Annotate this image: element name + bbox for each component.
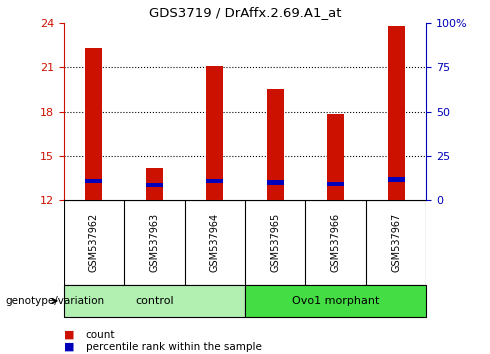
Bar (146, 183, 163, 188)
Bar (388, 177, 405, 182)
Bar (85, 48, 102, 200)
Bar (267, 89, 284, 200)
Text: ■: ■ (64, 342, 74, 352)
Bar (206, 179, 223, 183)
Text: GSM537967: GSM537967 (391, 213, 401, 272)
Text: control: control (135, 296, 173, 306)
Text: percentile rank within the sample: percentile rank within the sample (86, 342, 262, 352)
Text: GSM537962: GSM537962 (89, 213, 99, 272)
Bar (327, 114, 344, 200)
Bar (327, 182, 344, 186)
Text: ■: ■ (64, 330, 74, 339)
Title: GDS3719 / DrAffx.2.69.A1_at: GDS3719 / DrAffx.2.69.A1_at (149, 6, 341, 19)
FancyBboxPatch shape (64, 285, 245, 317)
Bar (206, 66, 223, 200)
Bar (146, 167, 163, 200)
Bar (388, 26, 405, 200)
Text: GSM537964: GSM537964 (210, 213, 220, 272)
Text: Ovo1 morphant: Ovo1 morphant (292, 296, 379, 306)
Text: GSM537965: GSM537965 (270, 213, 280, 272)
Text: genotype/variation: genotype/variation (5, 296, 104, 306)
Text: GSM537963: GSM537963 (149, 213, 159, 272)
Bar (85, 179, 102, 183)
Text: count: count (86, 330, 115, 339)
FancyBboxPatch shape (245, 285, 426, 317)
Text: GSM537966: GSM537966 (331, 213, 341, 272)
Bar (267, 180, 284, 184)
